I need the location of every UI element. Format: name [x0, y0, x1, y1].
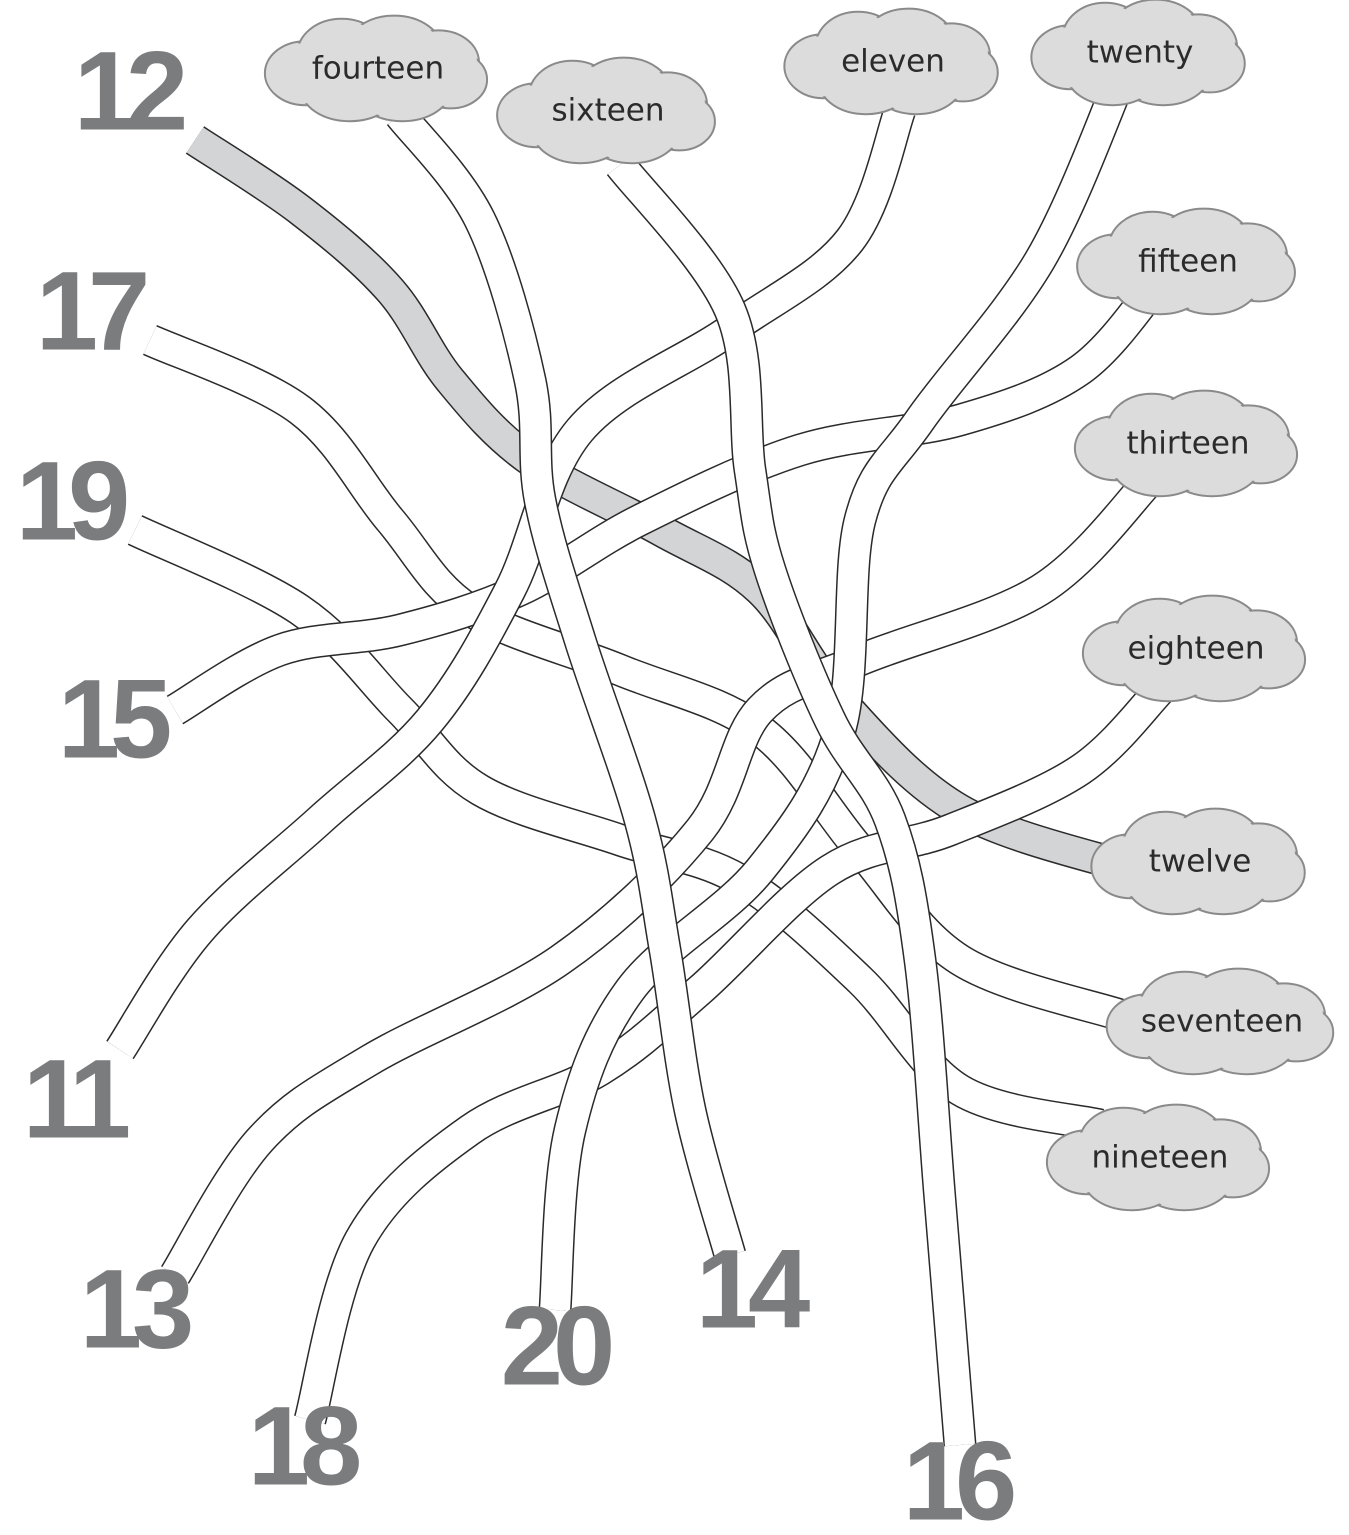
word: thirteen [1126, 426, 1249, 462]
matching-worksheet: fourteen sixteen eleven twenty fifteen thirte… [0, 0, 1349, 1535]
cloud: fourteen [265, 16, 487, 122]
cloud: twelve [1091, 809, 1304, 915]
word: nineteen [1092, 1140, 1229, 1176]
word: twenty [1087, 35, 1194, 71]
cloud: sixteen [497, 58, 715, 164]
number: 18 [248, 1384, 359, 1509]
number: 17 [36, 249, 146, 374]
number: 20 [501, 1284, 611, 1409]
word: sixteen [551, 93, 664, 129]
word: twelve [1149, 844, 1252, 880]
cloud: eleven [784, 9, 997, 115]
ribbons [120, 80, 1160, 1445]
cloud: eighteen [1083, 596, 1305, 702]
word: eighteen [1128, 631, 1265, 667]
number: 13 [80, 1247, 191, 1372]
word: eleven [841, 44, 945, 80]
number: 16 [903, 1419, 1014, 1535]
number: 12 [74, 29, 184, 154]
cloud: seventeen [1107, 969, 1334, 1075]
number: 11 [23, 1037, 129, 1162]
cloud: fifteen [1077, 209, 1295, 315]
word: seventeen [1141, 1004, 1303, 1040]
word: fifteen [1138, 244, 1238, 280]
cloud: thirteen [1075, 391, 1297, 497]
number: 15 [58, 657, 170, 782]
word: fourteen [312, 51, 444, 87]
number: 19 [16, 439, 127, 564]
cloud: twenty [1031, 0, 1244, 105]
number: 14 [696, 1227, 810, 1352]
ribbon [175, 280, 1160, 710]
